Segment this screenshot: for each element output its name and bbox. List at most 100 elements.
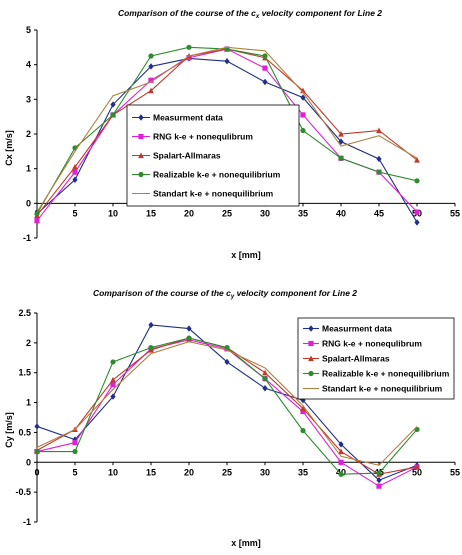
- data-point: [262, 376, 268, 382]
- y-tick-label: 2: [26, 338, 31, 348]
- y-tick-label: 2: [26, 129, 31, 139]
- title-subscript: x: [255, 14, 260, 20]
- data-point: [300, 87, 306, 94]
- data-point: [34, 423, 40, 430]
- y-tick-label: -1: [23, 233, 31, 243]
- y-tick-label: 1: [26, 398, 31, 408]
- x-tick-label: 5: [72, 208, 77, 218]
- data-point: [148, 345, 154, 351]
- data-point: [110, 359, 116, 365]
- legend-label: Measurment data: [153, 113, 223, 123]
- y-tick-label: 3: [26, 94, 31, 104]
- title-rest: velocity component for Line 2: [234, 288, 357, 298]
- y-tick-label: 0.5: [18, 427, 31, 437]
- data-point: [414, 157, 420, 163]
- x-tick-label: 10: [108, 208, 118, 218]
- x-axis-label: x [mm]: [231, 250, 261, 260]
- data-point: [338, 441, 344, 448]
- x-tick-label: 25: [222, 208, 232, 218]
- legend-marker: [308, 355, 314, 362]
- y-tick-label: -0.5: [15, 487, 31, 497]
- legend-marker: [138, 152, 144, 159]
- y-tick-label: 0: [26, 457, 31, 467]
- data-point: [300, 408, 306, 415]
- data-point: [148, 63, 154, 70]
- chart-cy: Comparison of the course of the cy veloc…: [4, 288, 460, 548]
- legend-label: RNG k-e + nonequlibrum: [322, 339, 422, 349]
- data-point: [224, 345, 230, 351]
- data-point: [376, 169, 382, 175]
- title-main: Comparison of the course of the c: [93, 288, 231, 298]
- legend-box: [297, 317, 455, 400]
- legend-label: Realizable k-e + nonequilibrium: [153, 170, 281, 180]
- data-point: [72, 448, 78, 455]
- legend-label: Realizable k-e + nonequilibrium: [322, 369, 450, 379]
- x-tick-label: 5: [72, 467, 77, 477]
- data-point: [338, 459, 344, 465]
- data-point: [300, 94, 306, 101]
- data-point: [186, 335, 192, 341]
- x-tick-label: 20: [184, 208, 194, 218]
- x-tick-label: 50: [412, 467, 422, 477]
- data-point: [110, 101, 116, 108]
- legend-label: Spalart-Allmaras: [153, 151, 221, 161]
- data-point: [338, 138, 344, 145]
- y-axis-label: Cx [m/s]: [4, 130, 14, 166]
- data-point: [72, 176, 78, 183]
- data-point: [186, 325, 192, 332]
- data-point: [376, 483, 382, 489]
- legend-box: [126, 104, 300, 207]
- data-point: [224, 58, 230, 65]
- legend-marker: [138, 133, 144, 140]
- data-point: [376, 477, 382, 484]
- x-tick-label: 15: [146, 467, 156, 477]
- x-tick-label: 40: [336, 208, 346, 218]
- legend-marker: [138, 171, 144, 178]
- legend-label: RNG k-e + nonequlibrum: [153, 132, 253, 142]
- data-point: [376, 127, 382, 134]
- data-point: [224, 358, 230, 366]
- data-point: [72, 439, 78, 446]
- x-tick-label: 30: [260, 467, 270, 477]
- x-tick-label: 10: [108, 467, 118, 477]
- x-tick-label: 55: [450, 467, 460, 477]
- data-point: [338, 155, 344, 161]
- data-point: [262, 78, 268, 86]
- x-tick-label: 30: [260, 208, 270, 218]
- data-point: [148, 321, 154, 329]
- legend-label: Measurment data: [322, 324, 392, 334]
- data-point: [110, 393, 116, 400]
- x-tick-label: 0: [34, 467, 39, 477]
- data-point: [110, 382, 116, 388]
- legend-marker: [308, 325, 314, 332]
- chart-title: Comparison of the course of the cy veloc…: [93, 288, 357, 300]
- y-tick-label: -1: [23, 517, 31, 527]
- data-point: [376, 155, 382, 163]
- y-tick-label: 4: [26, 60, 31, 70]
- data-point: [34, 211, 40, 217]
- data-point: [148, 87, 154, 94]
- chart-title: Comparison of the course of the cx veloc…: [118, 8, 382, 20]
- data-point: [262, 53, 268, 59]
- x-axis-label: x [mm]: [231, 538, 261, 548]
- y-tick-label: 2.5: [18, 308, 31, 318]
- data-point: [376, 470, 382, 476]
- title-rest: velocity component for Line 2: [259, 8, 382, 18]
- data-point: [338, 448, 344, 455]
- legend-marker: [308, 370, 314, 377]
- data-point: [72, 163, 78, 170]
- data-point: [262, 385, 268, 392]
- x-tick-label: 55: [450, 208, 460, 218]
- y-tick-label: 1.5: [18, 368, 31, 378]
- data-point: [300, 112, 306, 118]
- y-tick-label: 0: [26, 198, 31, 208]
- data-point: [262, 369, 268, 376]
- title-subscript: y: [230, 294, 235, 300]
- legend-marker: [138, 114, 144, 121]
- data-point: [300, 127, 306, 134]
- y-tick-label: 5: [26, 25, 31, 35]
- data-point: [262, 65, 268, 71]
- data-point: [414, 219, 420, 226]
- x-tick-label: 45: [374, 208, 384, 218]
